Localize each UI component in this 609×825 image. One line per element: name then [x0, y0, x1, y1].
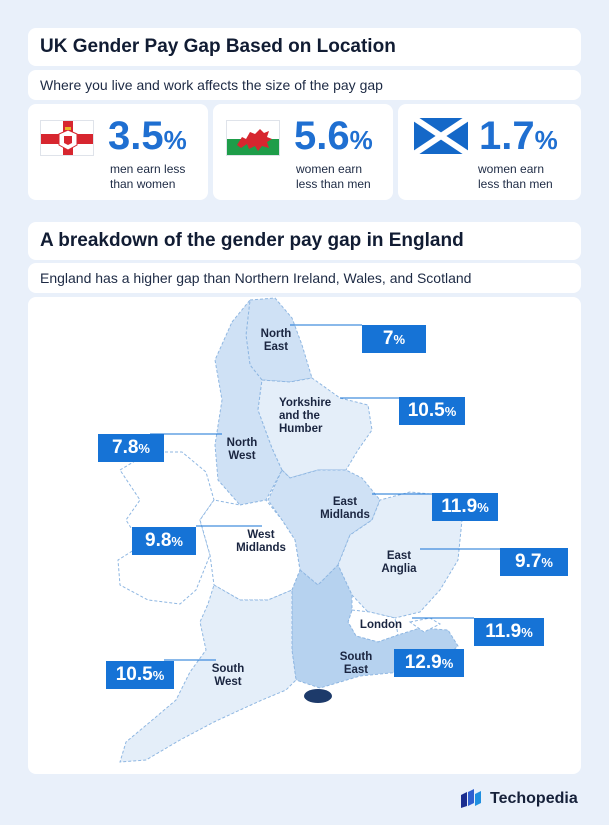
region-south-west	[119, 584, 297, 763]
stat-caption: men earn less than women	[110, 162, 186, 191]
thames-estuary	[408, 617, 442, 633]
label-yorkshire: Yorkshire and the Humber	[279, 397, 332, 435]
stat-value: 5.6%	[294, 114, 373, 158]
badge-south-east: 12.9%	[394, 649, 464, 677]
label-north-east: North East	[260, 328, 292, 353]
scotland-flag-icon	[414, 118, 468, 154]
label-east-anglia: East Anglia	[381, 550, 417, 575]
badge-north-east: 7%	[362, 325, 426, 353]
stat-caption: women earn less than men	[296, 162, 371, 191]
badge-east-anglia: 9.7%	[500, 548, 568, 576]
label-london: London	[359, 619, 403, 631]
label-north-west: North West	[226, 437, 258, 462]
wales-flag-icon	[226, 120, 280, 156]
region-west-midlands	[199, 499, 301, 601]
section1-subtitle: Where you live and work affects the size…	[40, 77, 383, 93]
badge-south-west: 10.5%	[106, 661, 174, 689]
badge-west-midlands: 9.8%	[132, 527, 196, 555]
badge-london: 11.9%	[474, 618, 544, 646]
badge-east-midlands: 11.9%	[432, 493, 498, 521]
stat-card-scotland: 1.7% women earn less than men	[398, 104, 581, 200]
label-west-midlands: West Midlands	[236, 529, 286, 554]
england-map-card	[28, 297, 581, 774]
england-map	[117, 297, 500, 763]
section2-subtitle-card: England has a higher gap than Northern I…	[28, 263, 581, 293]
stat-caption: women earn less than men	[478, 162, 553, 191]
region-north-west	[214, 298, 283, 506]
section1-title-card: UK Gender Pay Gap Based on Location	[28, 28, 581, 66]
section1-subtitle-card: Where you live and work affects the size…	[28, 70, 581, 100]
techopedia-logo-icon	[461, 789, 481, 808]
brand-name: Techopedia	[490, 790, 578, 807]
stat-card-northern-ireland: 3.5% men earn less than women	[28, 104, 208, 200]
label-east-midlands: East Midlands	[320, 496, 370, 521]
region-yorkshire	[257, 377, 373, 479]
isle-of-wight	[304, 689, 332, 703]
stat-value: 3.5%	[108, 114, 187, 158]
label-south-west: South West	[211, 663, 245, 688]
section2-title-card: A breakdown of the gender pay gap in Eng…	[28, 222, 581, 260]
connector-lines	[150, 324, 500, 661]
section2-subtitle: England has a higher gap than Northern I…	[40, 270, 472, 286]
badge-north-west: 7.8%	[98, 434, 164, 462]
northern-ireland-flag-icon	[40, 120, 94, 156]
stat-value: 1.7%	[479, 114, 558, 158]
section2-title: A breakdown of the gender pay gap in Eng…	[40, 230, 464, 251]
section1-title: UK Gender Pay Gap Based on Location	[40, 36, 396, 57]
badge-yorkshire: 10.5%	[399, 397, 465, 425]
stat-card-wales: 5.6% women earn less than men	[213, 104, 393, 200]
label-south-east: South East	[339, 651, 373, 676]
